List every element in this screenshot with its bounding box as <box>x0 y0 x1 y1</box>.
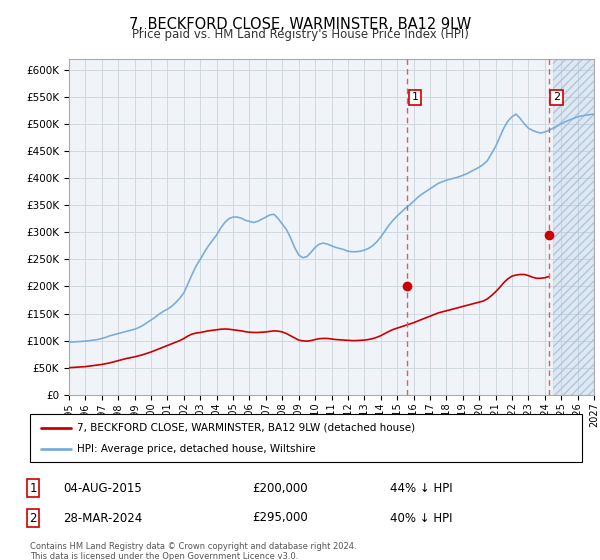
Text: Price paid vs. HM Land Registry's House Price Index (HPI): Price paid vs. HM Land Registry's House … <box>131 28 469 41</box>
Text: 40% ↓ HPI: 40% ↓ HPI <box>390 511 452 525</box>
Text: 44% ↓ HPI: 44% ↓ HPI <box>390 482 452 495</box>
Bar <box>553 59 594 395</box>
Text: 04-AUG-2015: 04-AUG-2015 <box>63 482 142 495</box>
Text: 28-MAR-2024: 28-MAR-2024 <box>63 511 142 525</box>
Text: 1: 1 <box>412 92 418 102</box>
Text: 7, BECKFORD CLOSE, WARMINSTER, BA12 9LW: 7, BECKFORD CLOSE, WARMINSTER, BA12 9LW <box>129 17 471 32</box>
Text: HPI: Average price, detached house, Wiltshire: HPI: Average price, detached house, Wilt… <box>77 444 316 454</box>
Bar <box>553 59 594 395</box>
Text: £200,000: £200,000 <box>252 482 308 495</box>
Text: £295,000: £295,000 <box>252 511 308 525</box>
Text: Contains HM Land Registry data © Crown copyright and database right 2024.
This d: Contains HM Land Registry data © Crown c… <box>30 542 356 560</box>
Text: 2: 2 <box>29 511 37 525</box>
Text: 1: 1 <box>29 482 37 495</box>
FancyBboxPatch shape <box>30 414 582 462</box>
Text: 2: 2 <box>553 92 560 102</box>
Text: 7, BECKFORD CLOSE, WARMINSTER, BA12 9LW (detached house): 7, BECKFORD CLOSE, WARMINSTER, BA12 9LW … <box>77 423 415 433</box>
